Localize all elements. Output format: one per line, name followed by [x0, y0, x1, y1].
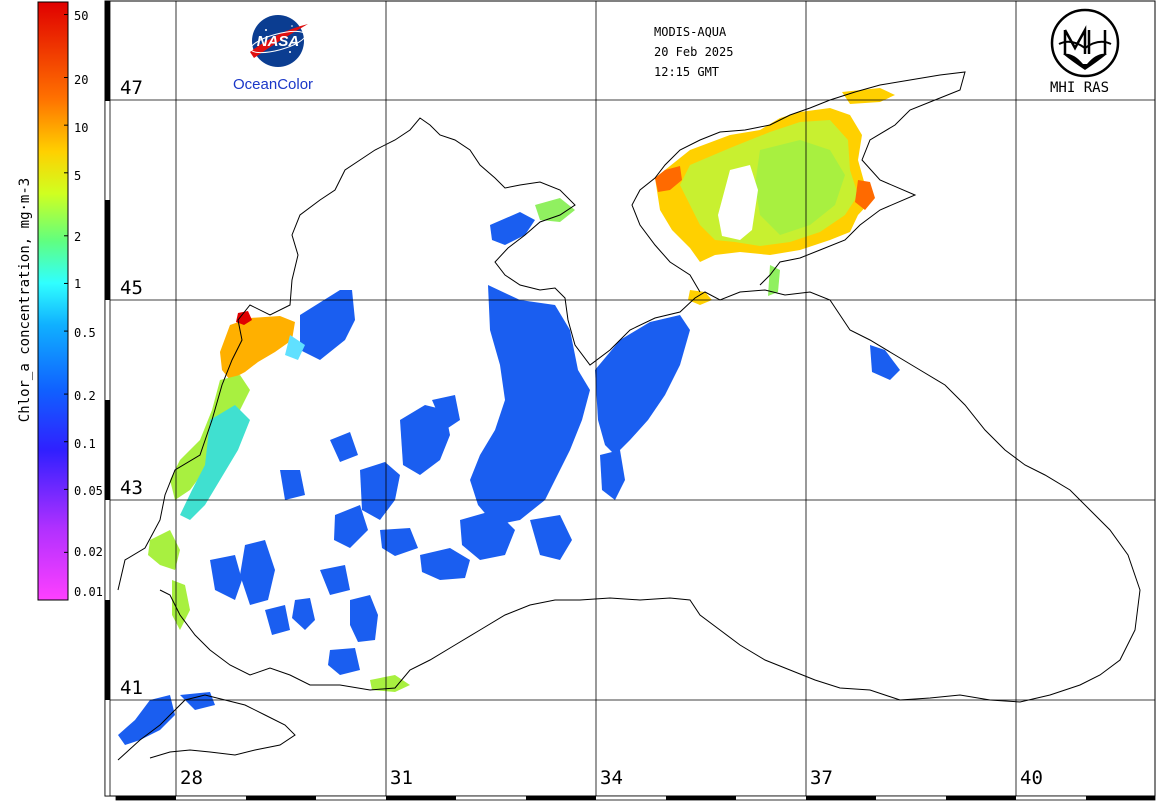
colorbar-tick-marks: [64, 14, 68, 601]
colorbar-tick-label: 0.2: [74, 389, 96, 403]
colorbar-tick-label: 20: [74, 73, 89, 87]
oceancolor-label: OceanColor: [233, 76, 314, 93]
colorbar-tick-label: 0.5: [74, 326, 96, 340]
latitude-label: 45: [120, 277, 143, 299]
date-label: 20 Feb 2025: [654, 45, 734, 59]
colorbar-tick-label: 1: [74, 277, 82, 291]
graticule: [110, 1, 1155, 796]
institute-label: MHI RAS: [1050, 80, 1110, 96]
sensor-label: MODIS-AQUA: [654, 25, 727, 39]
longitude-label: 31: [390, 767, 413, 789]
latitude-label: 43: [120, 477, 143, 499]
colorbar-tick-label: 10: [74, 121, 89, 135]
chlorophyll-north-patches: [370, 198, 712, 692]
chlorophyll-central-patches: [118, 285, 900, 745]
longitude-label: 37: [810, 767, 833, 789]
mhi-ras-logo-icon: [1050, 8, 1120, 78]
colorbar: [37, 1, 69, 601]
latitude-label: 47: [120, 77, 143, 99]
chlorophyll-western-shelf: [148, 290, 355, 630]
colorbar-tick-label: 0.02: [74, 545, 103, 559]
colorbar-tick-label: 0.01: [74, 585, 103, 599]
longitude-label: 34: [600, 767, 623, 789]
colorbar-tick-label: 0.05: [74, 484, 103, 498]
nasa-logo-icon: NASA: [250, 15, 308, 67]
svg-text:NASA: NASA: [257, 33, 300, 50]
longitude-label: 28: [180, 767, 203, 789]
chlorophyll-azov: [655, 88, 895, 296]
time-label: 12:15 GMT: [654, 65, 720, 79]
coastline: [117, 117, 1141, 703]
colorbar-tick-label: 0.1: [74, 437, 96, 451]
longitude-scale-bar: [115, 795, 1156, 801]
latitude-scale-bar: [104, 0, 111, 797]
coastline-bosporus: [117, 694, 296, 761]
colorbar-tick-label: 2: [74, 230, 82, 244]
colorbar-title: Chlor_a concentration, mg·m-3: [17, 177, 33, 423]
longitude-label: 40: [1020, 767, 1043, 789]
colorbar-tick-label: 5: [74, 169, 82, 183]
colorbar-tick-label: 50: [74, 9, 89, 23]
latitude-label: 41: [120, 677, 143, 699]
coastline-azov: [631, 71, 966, 293]
